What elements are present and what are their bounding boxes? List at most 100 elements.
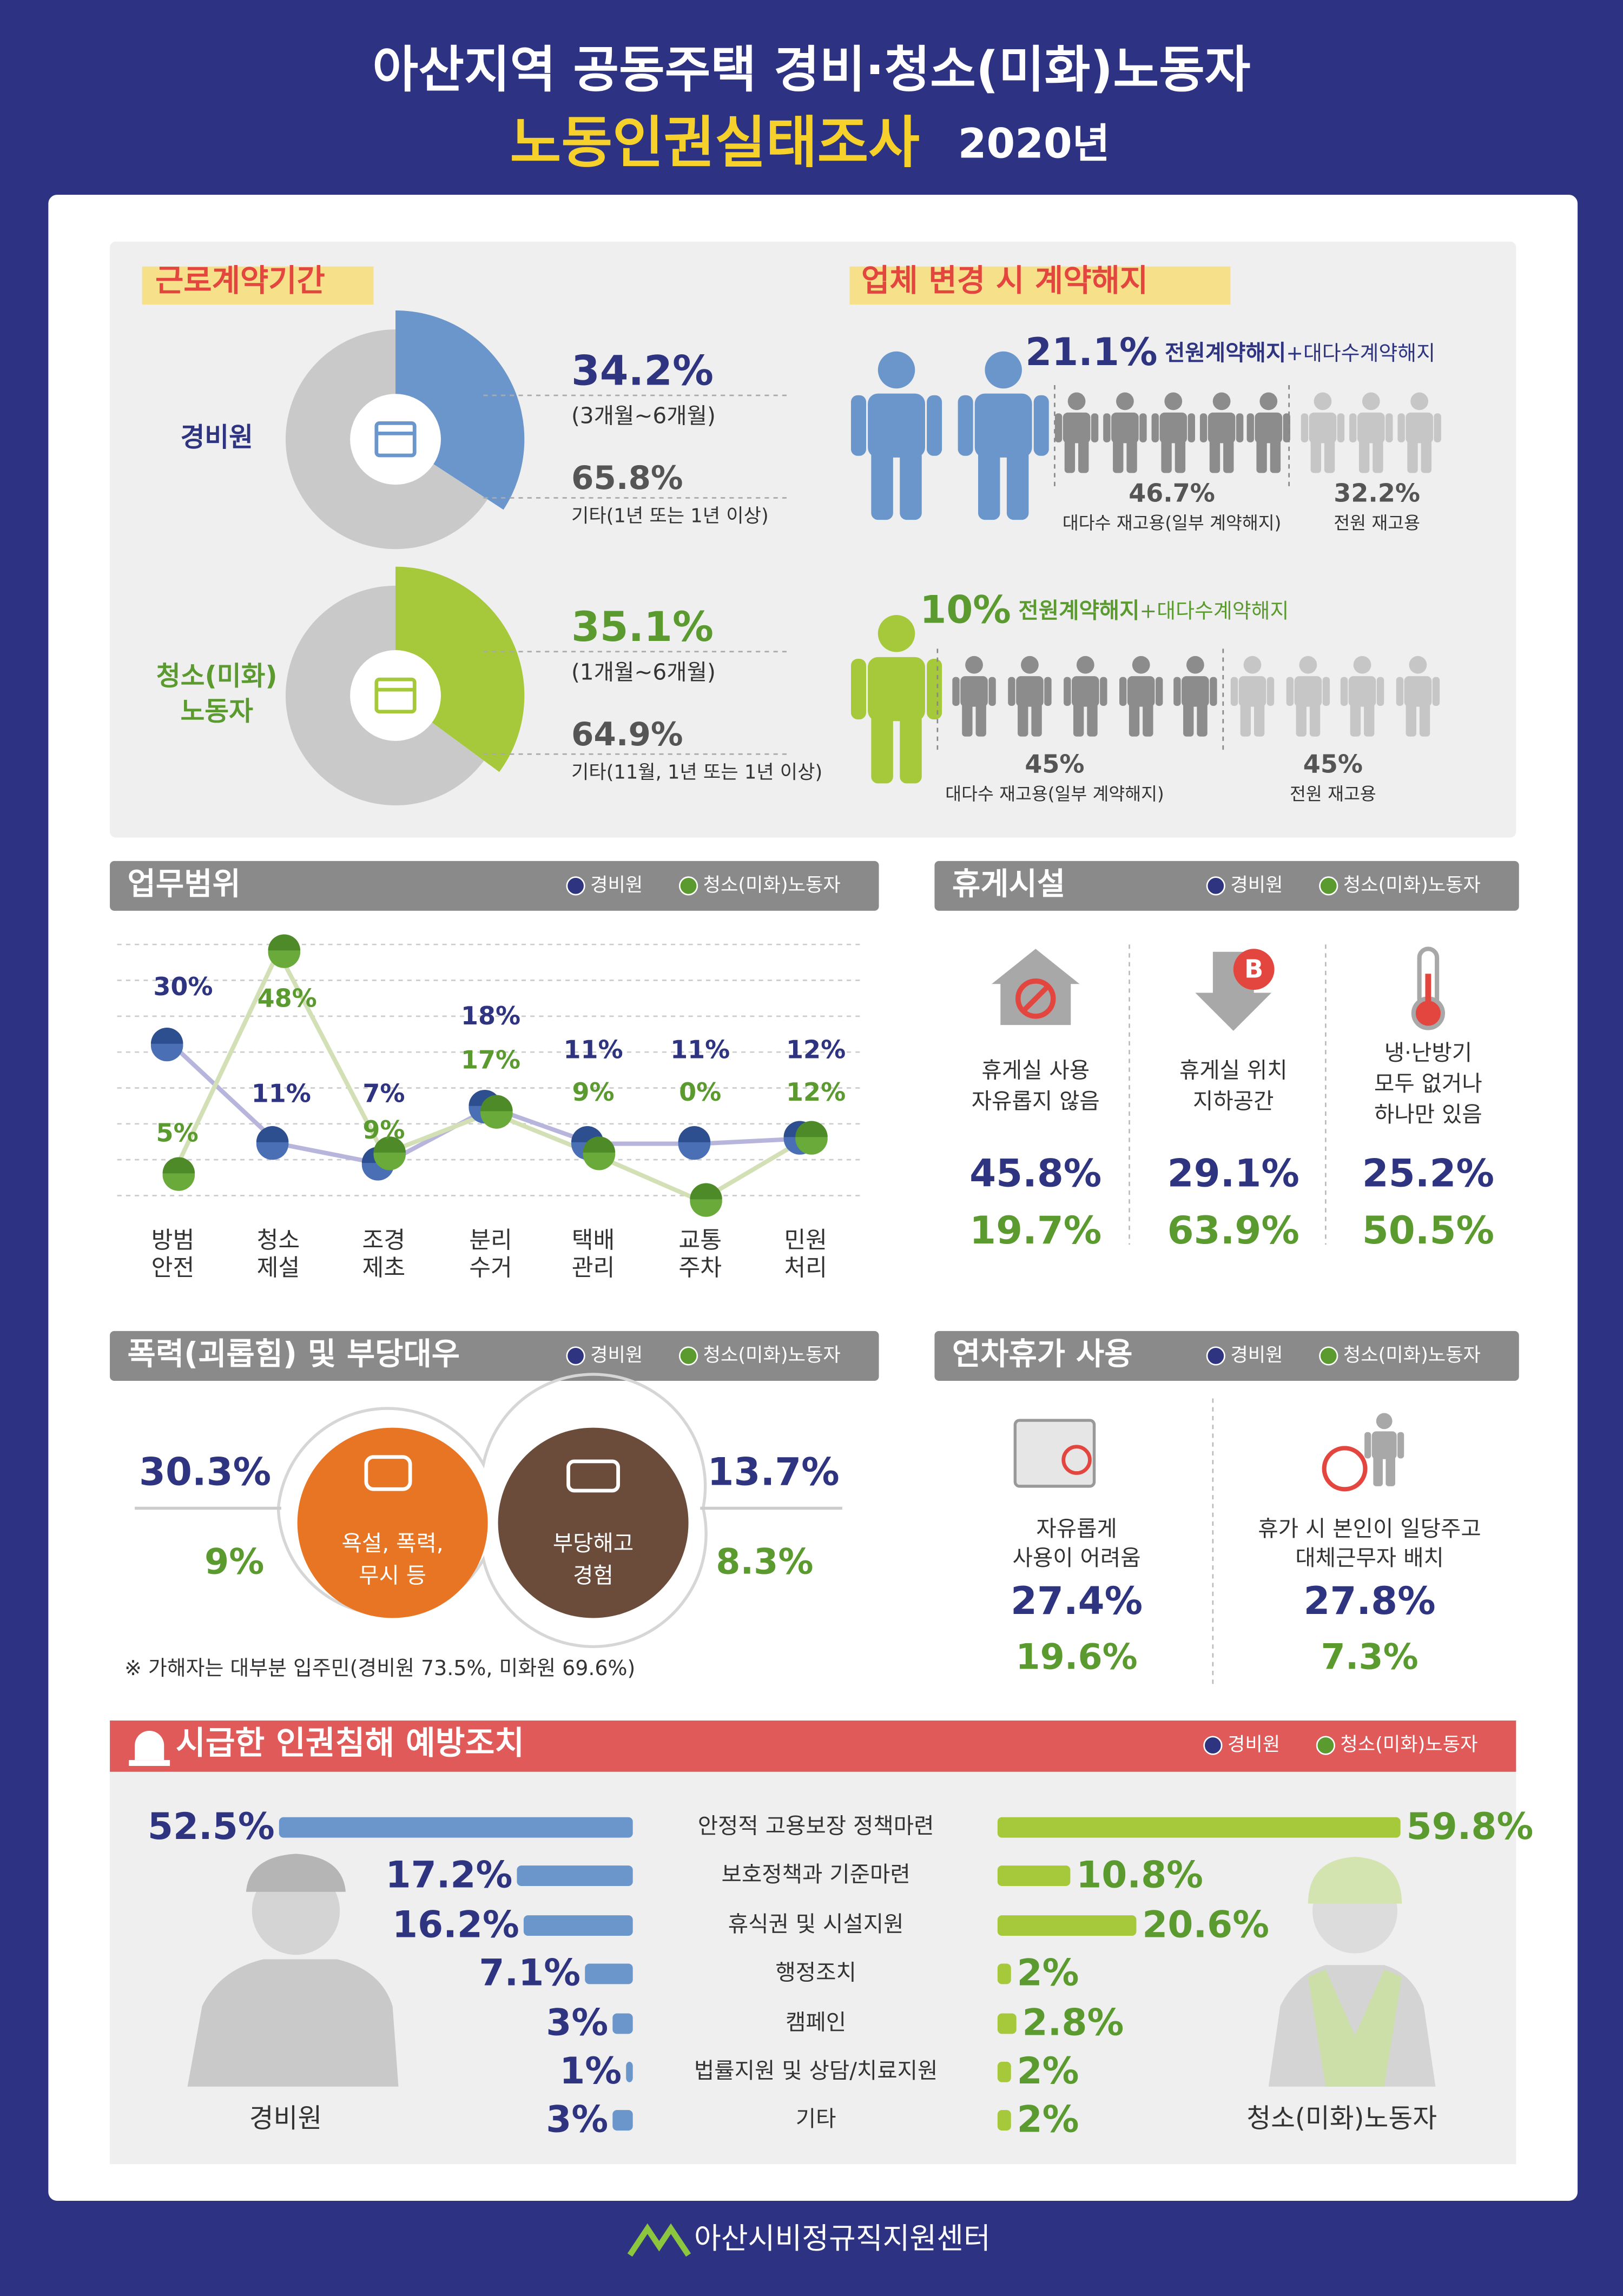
legend-swatch [678,876,698,896]
item-desc: 지하공간 [1193,1088,1274,1114]
x-tick-label: 처리 [784,1255,827,1282]
stat-value: 35.1% [571,603,714,651]
person-body [1238,676,1266,707]
stat-value: 21.1% [1025,330,1157,374]
x-tick-label: 제설 [257,1255,300,1282]
stat-value: 29.1% [1167,1151,1299,1195]
person-leg [900,712,922,784]
data-label: 2% [1017,2049,1079,2092]
stat-desc: +대다수계약해지 [1286,341,1435,365]
person-body [1404,676,1432,707]
person-arm [1376,677,1384,706]
person-leg [871,449,893,520]
person-leg [1373,1455,1383,1486]
person-arm [1033,395,1049,456]
calendar-icon [1013,1419,1096,1488]
data-label: 17% [461,1045,520,1074]
stat-value: 45% [1025,749,1084,778]
person-head [1353,656,1371,674]
marker-cap [795,1121,828,1137]
person-arm [1139,413,1147,442]
stat-value: 13.7% [708,1450,840,1494]
data-label: 2% [1017,2098,1079,2140]
person-body [974,393,1032,458]
item-desc: 하나만 있음 [1374,1101,1482,1127]
person-leg [1256,439,1267,473]
item-desc: 냉·난방기 [1384,1040,1472,1066]
person-leg [1419,703,1430,737]
bar [997,1817,1401,1838]
bar [997,1915,1137,1936]
x-tick-label: 민원 [784,1227,827,1254]
person-arm [1396,677,1404,706]
person-arm [927,659,942,720]
marker-cap [256,1126,289,1142]
bar [997,1865,1071,1886]
data-label: 7.1% [479,1951,580,1994]
stat-note: 대다수 재고용(일부 계약해지) [1063,513,1281,533]
title-year: 2020년 [958,120,1110,168]
marker-cap [678,1126,711,1142]
person-icon [1119,656,1163,737]
item-desc: 사용이 어려움 [1013,1545,1141,1571]
person-arm [988,677,996,706]
bar [523,1915,633,1936]
person-head [1314,392,1332,411]
stat-desc-bold: 전원계약해지 [1165,340,1286,366]
stat-value: 46.7% [1129,479,1215,508]
person-head [965,656,983,674]
person-head [878,351,915,389]
data-label: 5% [156,1119,199,1148]
data-label: 9% [572,1077,615,1107]
person-leg [1240,703,1251,737]
calendar-icon [374,677,417,714]
person-body [1357,412,1385,444]
stat-desc: +대다수계약해지 [1140,599,1289,623]
data-label: 11% [670,1035,730,1064]
cleaner-figure [1308,1856,1402,1904]
cleaner-vest [1308,1969,1402,2087]
legend-label: 청소(미화)노동자 [703,874,841,896]
stat-note: 대다수 재고용(일부 계약해지) [945,784,1164,804]
person-head [1132,656,1150,674]
section-header [110,861,879,911]
legend-swatch [1316,1736,1335,1755]
stat-value: 45% [1303,749,1363,778]
footer-label: 아산시비정규직지원센터 [694,2221,991,2255]
person-body [1063,412,1091,444]
stopwatch-icon [1322,1446,1368,1492]
legend-label: 청소(미화)노동자 [1343,874,1481,896]
legend-label: 경비원 [590,874,643,896]
hand-icon [566,1459,620,1493]
x-tick-label: 분리 [469,1227,512,1254]
section-header [934,1331,1519,1381]
person-head [1410,392,1429,411]
data-label: 12% [786,1077,846,1107]
legend-swatch [1206,1346,1225,1366]
person-body [1159,412,1187,444]
person-body [1371,1431,1397,1459]
stat-value: 64.9% [571,716,683,753]
stat-note: (3개월~6개월) [571,403,716,429]
person-leg [1421,439,1431,473]
person-icon [1103,392,1147,473]
person-icon [1396,656,1440,737]
stat-value: 27.8% [1304,1579,1436,1623]
person-icon [1397,392,1441,473]
person-icon [1230,656,1275,737]
stat-desc-bold: 전원계약해지 [1018,598,1139,624]
person-arm [1100,677,1107,706]
legend-swatch [1319,876,1338,896]
data-label: 17.2% [386,1853,513,1896]
topic-circle [297,1427,488,1618]
person-body [1294,676,1322,707]
person-leg [1406,703,1416,737]
bar [612,2110,633,2131]
person-icon [952,656,996,737]
ban-icon [1022,985,1050,1013]
legend-swatch [1206,876,1225,896]
person-head [1376,1413,1393,1430]
section-title: 업무범위 [128,866,241,902]
person-leg [1270,439,1281,473]
person-leg [1197,703,1208,737]
